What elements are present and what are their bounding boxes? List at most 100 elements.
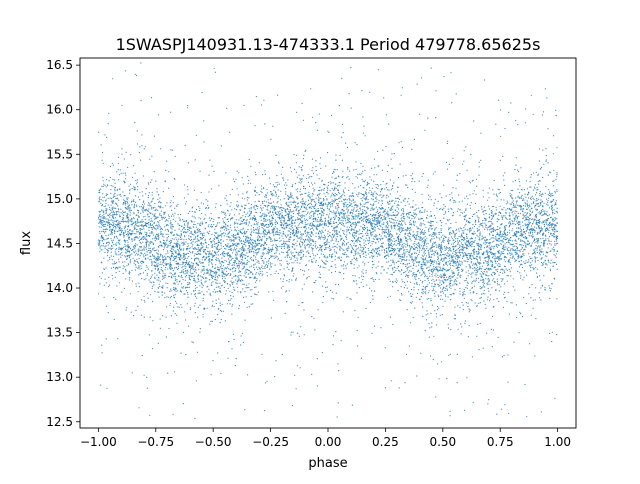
data-point: [452, 276, 454, 278]
data-point: [203, 273, 205, 275]
data-point: [455, 280, 458, 282]
data-point: [287, 253, 289, 255]
data-point: [142, 261, 145, 264]
data-point: [451, 192, 453, 194]
data-point: [203, 265, 205, 268]
data-point: [194, 237, 196, 239]
data-point: [352, 240, 354, 242]
data-point: [476, 243, 478, 245]
data-point: [131, 187, 133, 190]
data-point: [508, 232, 511, 234]
data-point: [544, 288, 546, 291]
data-point: [194, 281, 196, 283]
data-point: [352, 198, 354, 200]
data-point: [473, 285, 475, 287]
data-point: [269, 224, 271, 226]
data-point: [343, 268, 345, 270]
data-point: [541, 230, 543, 232]
data-point: [308, 185, 311, 187]
data-point: [426, 237, 428, 239]
data-point: [358, 192, 360, 194]
data-point: [402, 227, 404, 229]
data-point: [449, 253, 451, 255]
data-point: [127, 219, 129, 221]
data-point: [129, 189, 131, 192]
data-point: [414, 256, 416, 258]
data-point: [256, 254, 258, 256]
data-point: [554, 228, 556, 231]
data-point: [357, 217, 359, 219]
data-point: [131, 223, 133, 225]
data-point: [511, 220, 513, 222]
data-point: [498, 249, 500, 251]
data-point: [101, 220, 103, 222]
data-point: [283, 207, 285, 210]
data-point: [148, 208, 150, 210]
data-point: [556, 298, 558, 300]
data-point: [535, 213, 537, 216]
data-point: [503, 215, 505, 217]
data-point: [182, 231, 185, 234]
data-point: [332, 229, 334, 232]
data-point: [342, 224, 344, 226]
data-point: [128, 270, 130, 272]
data-point: [204, 281, 206, 283]
data-point: [231, 229, 233, 231]
data-point: [120, 208, 122, 210]
data-point: [227, 251, 229, 254]
data-point: [538, 198, 540, 200]
data-point: [299, 231, 301, 233]
data-point: [255, 245, 257, 247]
data-point: [219, 305, 221, 307]
data-point: [493, 278, 495, 280]
data-point: [156, 191, 158, 193]
data-point: [353, 222, 355, 224]
data-point: [117, 169, 119, 171]
data-point: [499, 264, 501, 266]
data-point: [441, 257, 443, 259]
data-point: [264, 267, 266, 270]
data-point: [415, 243, 417, 245]
data-point: [250, 276, 252, 279]
data-point: [156, 238, 158, 240]
data-point: [409, 248, 412, 250]
data-point: [303, 283, 305, 285]
data-point: [380, 220, 382, 222]
data-point: [229, 213, 231, 215]
data-point: [372, 238, 374, 240]
data-point: [459, 251, 461, 253]
data-point: [207, 226, 209, 228]
data-point: [211, 252, 213, 254]
data-point: [342, 203, 344, 205]
data-point: [488, 251, 491, 253]
data-point: [410, 288, 413, 291]
data-point: [184, 279, 186, 281]
data-point: [528, 219, 530, 221]
data-point: [263, 204, 265, 206]
data-point: [316, 219, 318, 221]
data-point: [362, 210, 364, 212]
data-point: [502, 233, 504, 235]
data-point: [386, 171, 388, 173]
data-point: [346, 229, 348, 231]
data-point: [190, 220, 192, 222]
data-point: [280, 173, 282, 175]
data-point: [176, 279, 178, 281]
data-point: [204, 272, 206, 274]
data-point: [478, 243, 480, 245]
data-point: [343, 210, 345, 212]
data-point: [221, 211, 223, 213]
data-point: [275, 257, 277, 259]
data-point: [346, 263, 348, 265]
data-point: [299, 236, 301, 238]
data-point: [479, 259, 482, 261]
data-point: [154, 218, 156, 220]
data-point: [469, 289, 471, 291]
data-point: [140, 247, 142, 249]
data-point: [385, 197, 387, 199]
data-point: [424, 288, 426, 290]
data-point: [237, 275, 239, 277]
data-point: [199, 260, 201, 262]
data-point: [290, 211, 292, 213]
data-point: [175, 250, 177, 252]
